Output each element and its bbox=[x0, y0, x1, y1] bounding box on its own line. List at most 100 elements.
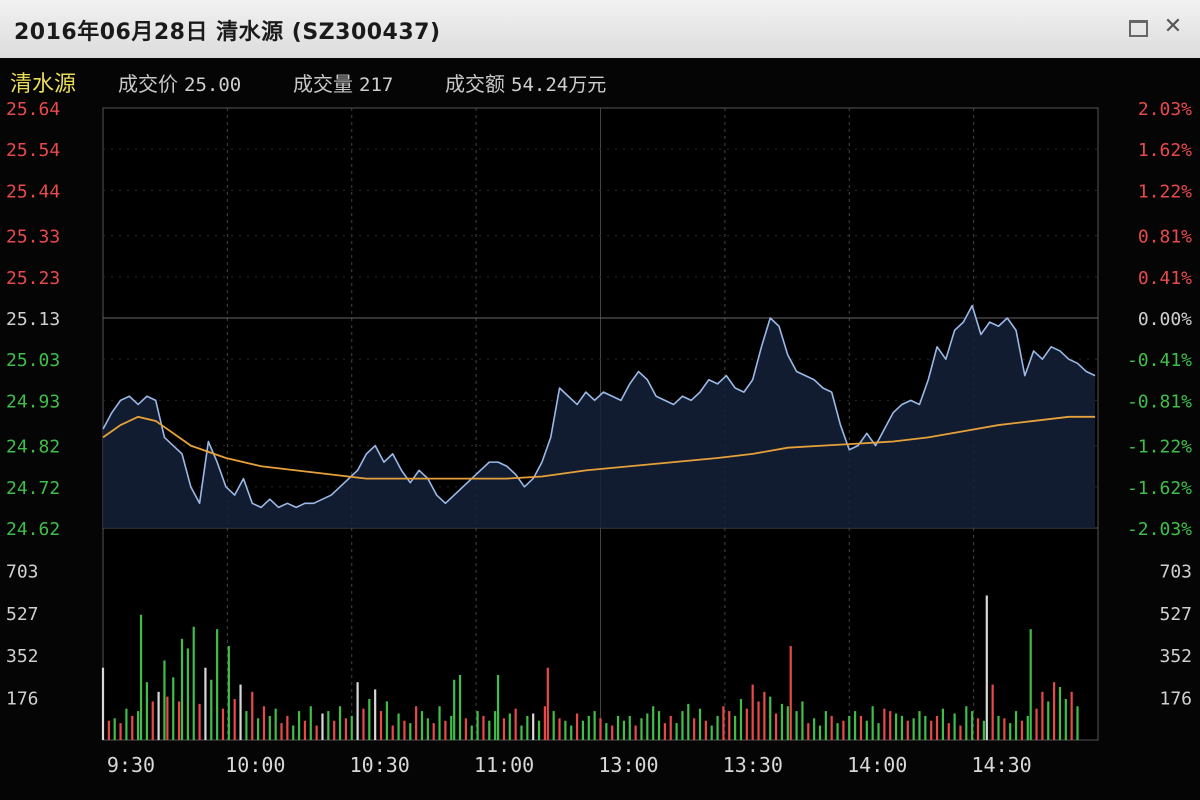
volume-tick-label-right: 176 bbox=[1159, 689, 1192, 710]
volume-bar bbox=[818, 725, 822, 740]
volume-bar bbox=[780, 703, 784, 740]
percent-tick-label: -1.62% bbox=[1127, 478, 1192, 499]
volume-bar bbox=[786, 706, 789, 740]
maximize-icon[interactable] bbox=[1124, 14, 1150, 40]
volume-bar bbox=[757, 701, 760, 740]
volume-bar bbox=[397, 713, 400, 740]
volume-bar bbox=[166, 696, 169, 740]
window-title: 2016年06月28日 清水源 (SZ300437) bbox=[14, 20, 441, 45]
volume-bar bbox=[385, 701, 388, 740]
volume-bar bbox=[344, 718, 347, 740]
volume-bar bbox=[502, 718, 506, 740]
volume-bar bbox=[710, 725, 713, 740]
volume-bar bbox=[107, 720, 110, 740]
volume-bar bbox=[453, 679, 456, 740]
volume-bar bbox=[532, 713, 535, 740]
volume-bar bbox=[333, 720, 336, 740]
volume-bar bbox=[262, 706, 266, 740]
volume-tick-label-right: 527 bbox=[1159, 604, 1192, 625]
volume-bar bbox=[186, 648, 189, 740]
volume-bar bbox=[997, 715, 1000, 740]
volume-value: 217 bbox=[359, 74, 394, 96]
volume-bar bbox=[728, 711, 731, 740]
volume-bar bbox=[564, 720, 567, 740]
volume-bar bbox=[125, 708, 128, 740]
info-bar: 清水源 成交价 25.00 成交量 217 成交额 54.24万元 bbox=[0, 58, 1200, 102]
volume-bar bbox=[488, 720, 491, 740]
volume-bar bbox=[558, 718, 561, 740]
volume-bar bbox=[581, 720, 585, 740]
volume-bar bbox=[953, 713, 956, 740]
volume-bar bbox=[204, 667, 207, 740]
volume-bar bbox=[774, 713, 778, 740]
time-tick-label: 14:00 bbox=[847, 753, 907, 777]
volume-bar bbox=[139, 614, 143, 740]
time-tick-label: 10:00 bbox=[225, 753, 285, 777]
volume-bar bbox=[546, 667, 549, 740]
percent-tick-label: 0.41% bbox=[1138, 268, 1192, 289]
volume-bar bbox=[113, 718, 116, 740]
volume-bar bbox=[681, 711, 684, 740]
volume-bar bbox=[1026, 715, 1029, 740]
volume-bar bbox=[172, 677, 175, 740]
volume-bar bbox=[836, 723, 839, 740]
volume-bar bbox=[216, 629, 219, 740]
price-tick-label: 25.33 bbox=[6, 227, 60, 248]
volume-bar bbox=[163, 660, 166, 740]
volume-bar bbox=[1014, 711, 1018, 740]
amount-info: 成交额 54.24万元 bbox=[445, 68, 606, 97]
volume-bar bbox=[570, 725, 573, 740]
time-tick-label: 13:30 bbox=[723, 753, 783, 777]
volume-bar bbox=[1003, 718, 1006, 740]
volume-bar bbox=[789, 646, 792, 740]
volume-bar bbox=[842, 720, 845, 740]
volume-bar bbox=[587, 715, 590, 740]
time-tick-label: 9:30 bbox=[107, 753, 155, 777]
volume-bar bbox=[894, 713, 898, 740]
time-tick-label: 11:00 bbox=[474, 753, 534, 777]
price-tick-label: 24.62 bbox=[6, 519, 60, 540]
volume-bar bbox=[245, 711, 248, 740]
percent-tick-label: -0.81% bbox=[1127, 391, 1192, 412]
volume-bar bbox=[877, 723, 880, 740]
volume-bar bbox=[1053, 682, 1056, 740]
volume-bar bbox=[438, 706, 441, 740]
volume-bar bbox=[763, 691, 766, 740]
volume-bar bbox=[628, 715, 631, 740]
volume-bar bbox=[274, 708, 277, 740]
volume-bar bbox=[494, 711, 497, 740]
volume-bar bbox=[239, 684, 242, 740]
time-tick-label: 13:00 bbox=[598, 753, 658, 777]
volume-bar bbox=[537, 720, 541, 740]
price-line bbox=[102, 304, 1096, 509]
volume-bar bbox=[616, 715, 620, 740]
price-tick-label: 24.82 bbox=[6, 437, 60, 458]
volume-bar bbox=[1020, 720, 1024, 740]
close-icon[interactable]: ✕ bbox=[1163, 14, 1183, 39]
volume-bar bbox=[652, 706, 655, 740]
volume-bar bbox=[198, 703, 201, 740]
volume-bar bbox=[593, 711, 596, 740]
volume-bar bbox=[854, 711, 857, 740]
volume-bar bbox=[350, 715, 353, 740]
volume-bar bbox=[131, 715, 134, 740]
volume-bar bbox=[137, 711, 140, 740]
volume-bar bbox=[769, 696, 772, 740]
average-price-line bbox=[102, 415, 1096, 480]
volume-bar bbox=[807, 723, 810, 740]
volume-bar bbox=[883, 708, 886, 740]
volume-bar bbox=[918, 711, 921, 740]
volume-bar bbox=[286, 715, 289, 740]
volume-bar bbox=[959, 725, 962, 740]
volume-tick-label-right: 352 bbox=[1159, 646, 1192, 667]
volume-bar bbox=[426, 718, 429, 740]
volume-bar bbox=[1058, 687, 1062, 740]
volume-bar bbox=[520, 725, 523, 740]
volume-bar bbox=[514, 708, 517, 740]
volume-bar bbox=[482, 715, 485, 740]
volume-bar bbox=[745, 708, 748, 740]
volume-bar bbox=[704, 720, 707, 740]
volume-bar bbox=[338, 706, 342, 740]
price-tick-label: 24.72 bbox=[6, 478, 60, 499]
